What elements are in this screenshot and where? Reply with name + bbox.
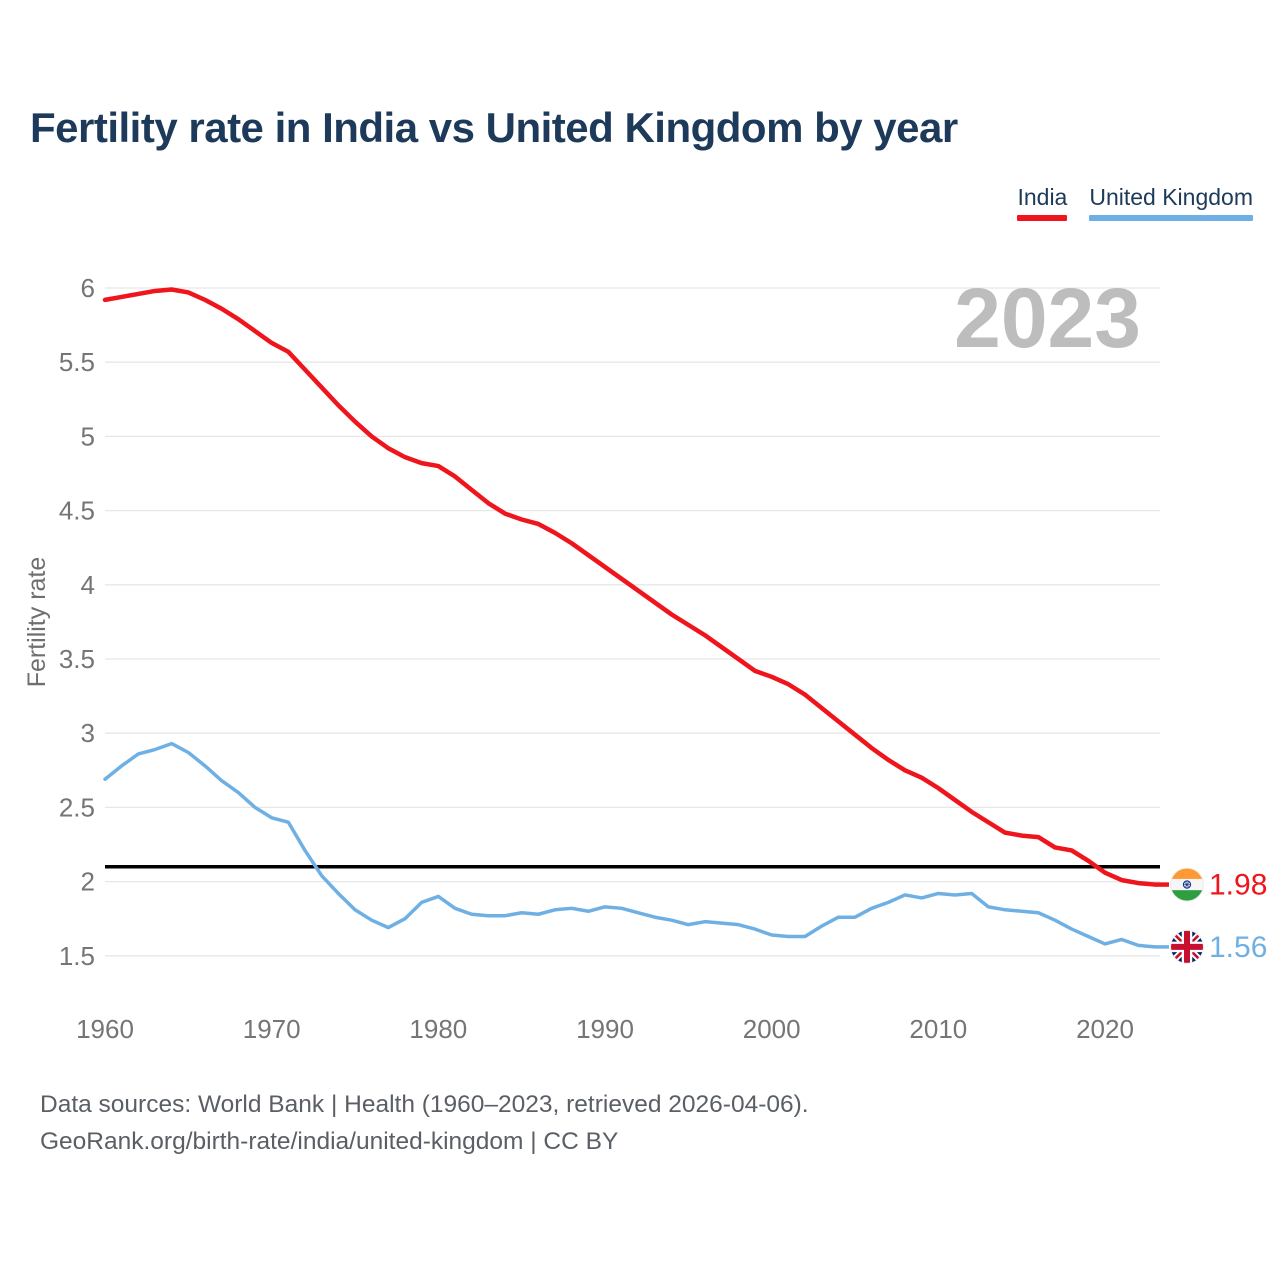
legend-swatch-india [1017, 215, 1068, 221]
y-tick-label: 5 [81, 421, 95, 451]
x-tick-label: 2000 [743, 1014, 801, 1044]
y-tick-label: 4 [81, 570, 95, 600]
y-tick-label: 1.5 [59, 941, 95, 971]
legend: India United Kingdom [1017, 184, 1253, 221]
legend-item-united-kingdom[interactable]: United Kingdom [1089, 184, 1253, 221]
footer: Data sources: World Bank | Health (1960–… [40, 1086, 809, 1160]
y-axis-title: Fertility rate [23, 557, 51, 688]
uk-series-line [103, 741, 1157, 949]
legend-swatch-united-kingdom [1089, 215, 1253, 221]
y-tick-label: 3 [81, 718, 95, 748]
legend-label-united-kingdom: United Kingdom [1089, 184, 1253, 210]
watermark-year: 2023 [954, 271, 1141, 365]
y-tick-label: 4.5 [59, 496, 95, 526]
india-end-value: 1.98 [1209, 869, 1267, 902]
legend-item-india[interactable]: India [1017, 184, 1068, 221]
y-tick-label: 2 [81, 867, 95, 897]
footer-url: GeoRank.org/birth-rate/india/united-king… [40, 1128, 619, 1155]
x-tick-label: 1970 [243, 1014, 301, 1044]
legend-label-india: India [1017, 184, 1068, 210]
india-flag-icon [1170, 867, 1204, 902]
x-tick-label: 2010 [909, 1014, 967, 1044]
y-tick-label: 2.5 [59, 792, 95, 822]
x-tick-label: 2020 [1076, 1014, 1134, 1044]
y-tick-label: 6 [81, 273, 95, 303]
y-tick-label: 3.5 [59, 644, 95, 674]
uk-end-value: 1.56 [1209, 931, 1267, 964]
x-tick-label: 1990 [576, 1014, 634, 1044]
x-tick-label: 1980 [409, 1014, 467, 1044]
page-title: Fertility rate in India vs United Kingdo… [30, 104, 958, 151]
footer-sources: Data sources: World Bank | Health (1960–… [40, 1091, 809, 1118]
x-tick-label: 1960 [76, 1014, 134, 1044]
y-tick-label: 5.5 [59, 347, 95, 377]
uk-flag-icon [1170, 929, 1204, 964]
india-series-line [102, 287, 1158, 887]
